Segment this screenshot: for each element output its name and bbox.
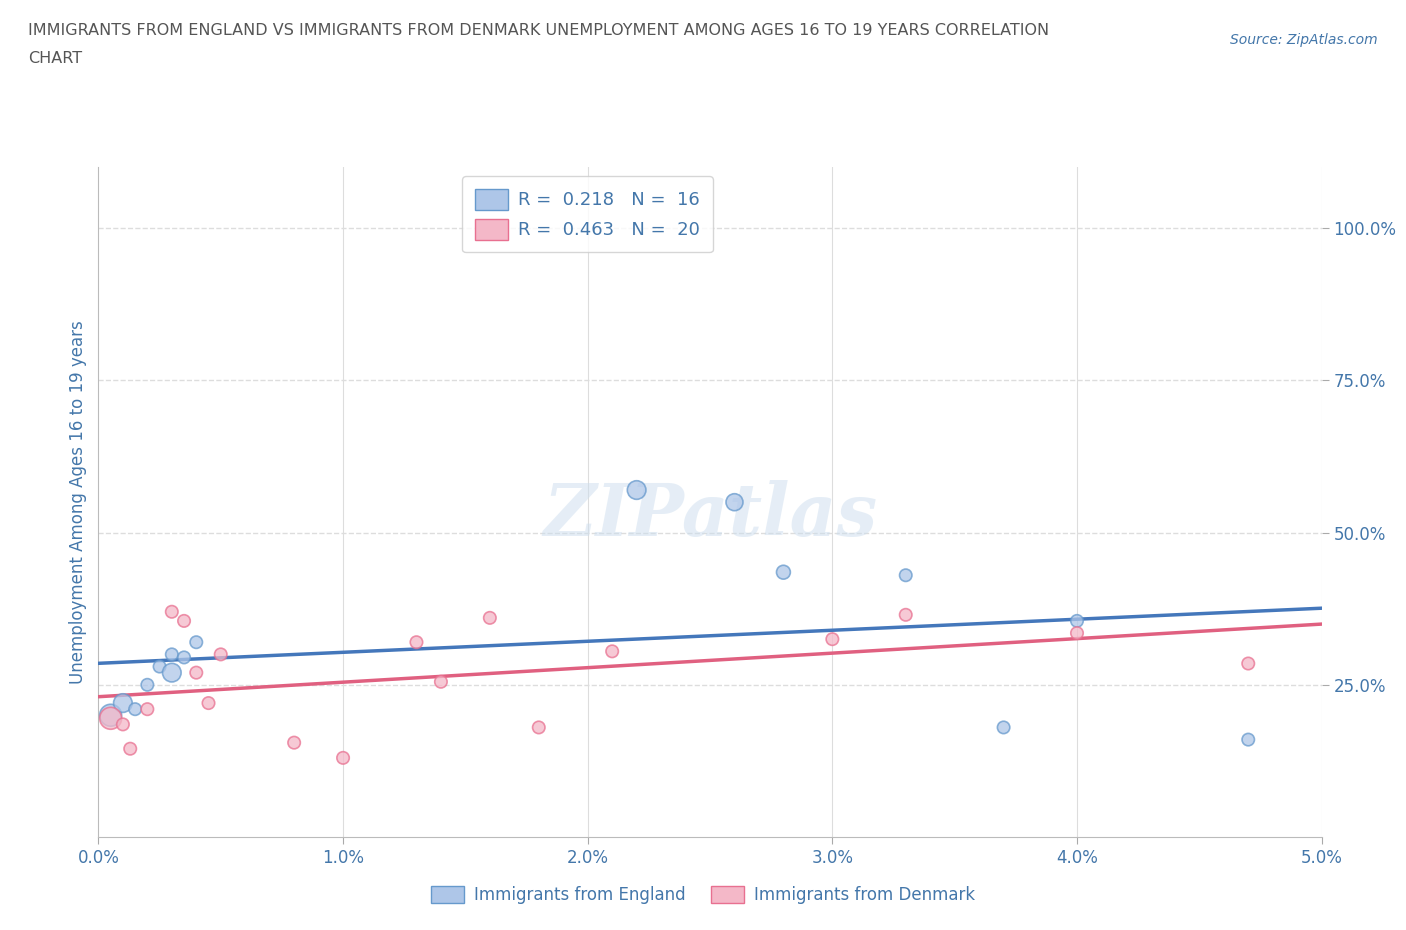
Point — [173, 650, 195, 665]
Point — [894, 568, 917, 583]
Point — [430, 674, 453, 689]
Text: Source: ZipAtlas.com: Source: ZipAtlas.com — [1230, 33, 1378, 46]
Point — [149, 659, 172, 674]
Point — [332, 751, 354, 765]
Point — [993, 720, 1015, 735]
Point — [478, 610, 501, 625]
Point — [723, 495, 745, 510]
Legend: R =  0.218   N =  16, R =  0.463   N =  20: R = 0.218 N = 16, R = 0.463 N = 20 — [463, 177, 713, 252]
Y-axis label: Unemployment Among Ages 16 to 19 years: Unemployment Among Ages 16 to 19 years — [69, 320, 87, 684]
Point — [160, 604, 183, 619]
Point — [124, 702, 146, 717]
Point — [626, 483, 648, 498]
Point — [1066, 626, 1088, 641]
Point — [186, 665, 208, 680]
Point — [111, 696, 134, 711]
Point — [120, 741, 142, 756]
Point — [111, 717, 134, 732]
Point — [186, 635, 208, 650]
Point — [821, 631, 844, 646]
Point — [1237, 656, 1260, 671]
Point — [197, 696, 219, 711]
Point — [1237, 732, 1260, 747]
Point — [209, 647, 232, 662]
Point — [136, 702, 159, 717]
Text: ZIPatlas: ZIPatlas — [543, 480, 877, 551]
Legend: Immigrants from England, Immigrants from Denmark: Immigrants from England, Immigrants from… — [425, 879, 981, 910]
Point — [100, 708, 122, 723]
Point — [160, 647, 183, 662]
Point — [600, 644, 623, 658]
Point — [173, 614, 195, 629]
Text: CHART: CHART — [28, 51, 82, 66]
Text: IMMIGRANTS FROM ENGLAND VS IMMIGRANTS FROM DENMARK UNEMPLOYMENT AMONG AGES 16 TO: IMMIGRANTS FROM ENGLAND VS IMMIGRANTS FR… — [28, 23, 1049, 38]
Point — [160, 665, 183, 680]
Point — [283, 736, 305, 751]
Point — [1066, 614, 1088, 629]
Point — [772, 565, 794, 579]
Point — [405, 635, 427, 650]
Point — [894, 607, 917, 622]
Point — [136, 677, 159, 692]
Point — [100, 711, 122, 725]
Point — [527, 720, 550, 735]
